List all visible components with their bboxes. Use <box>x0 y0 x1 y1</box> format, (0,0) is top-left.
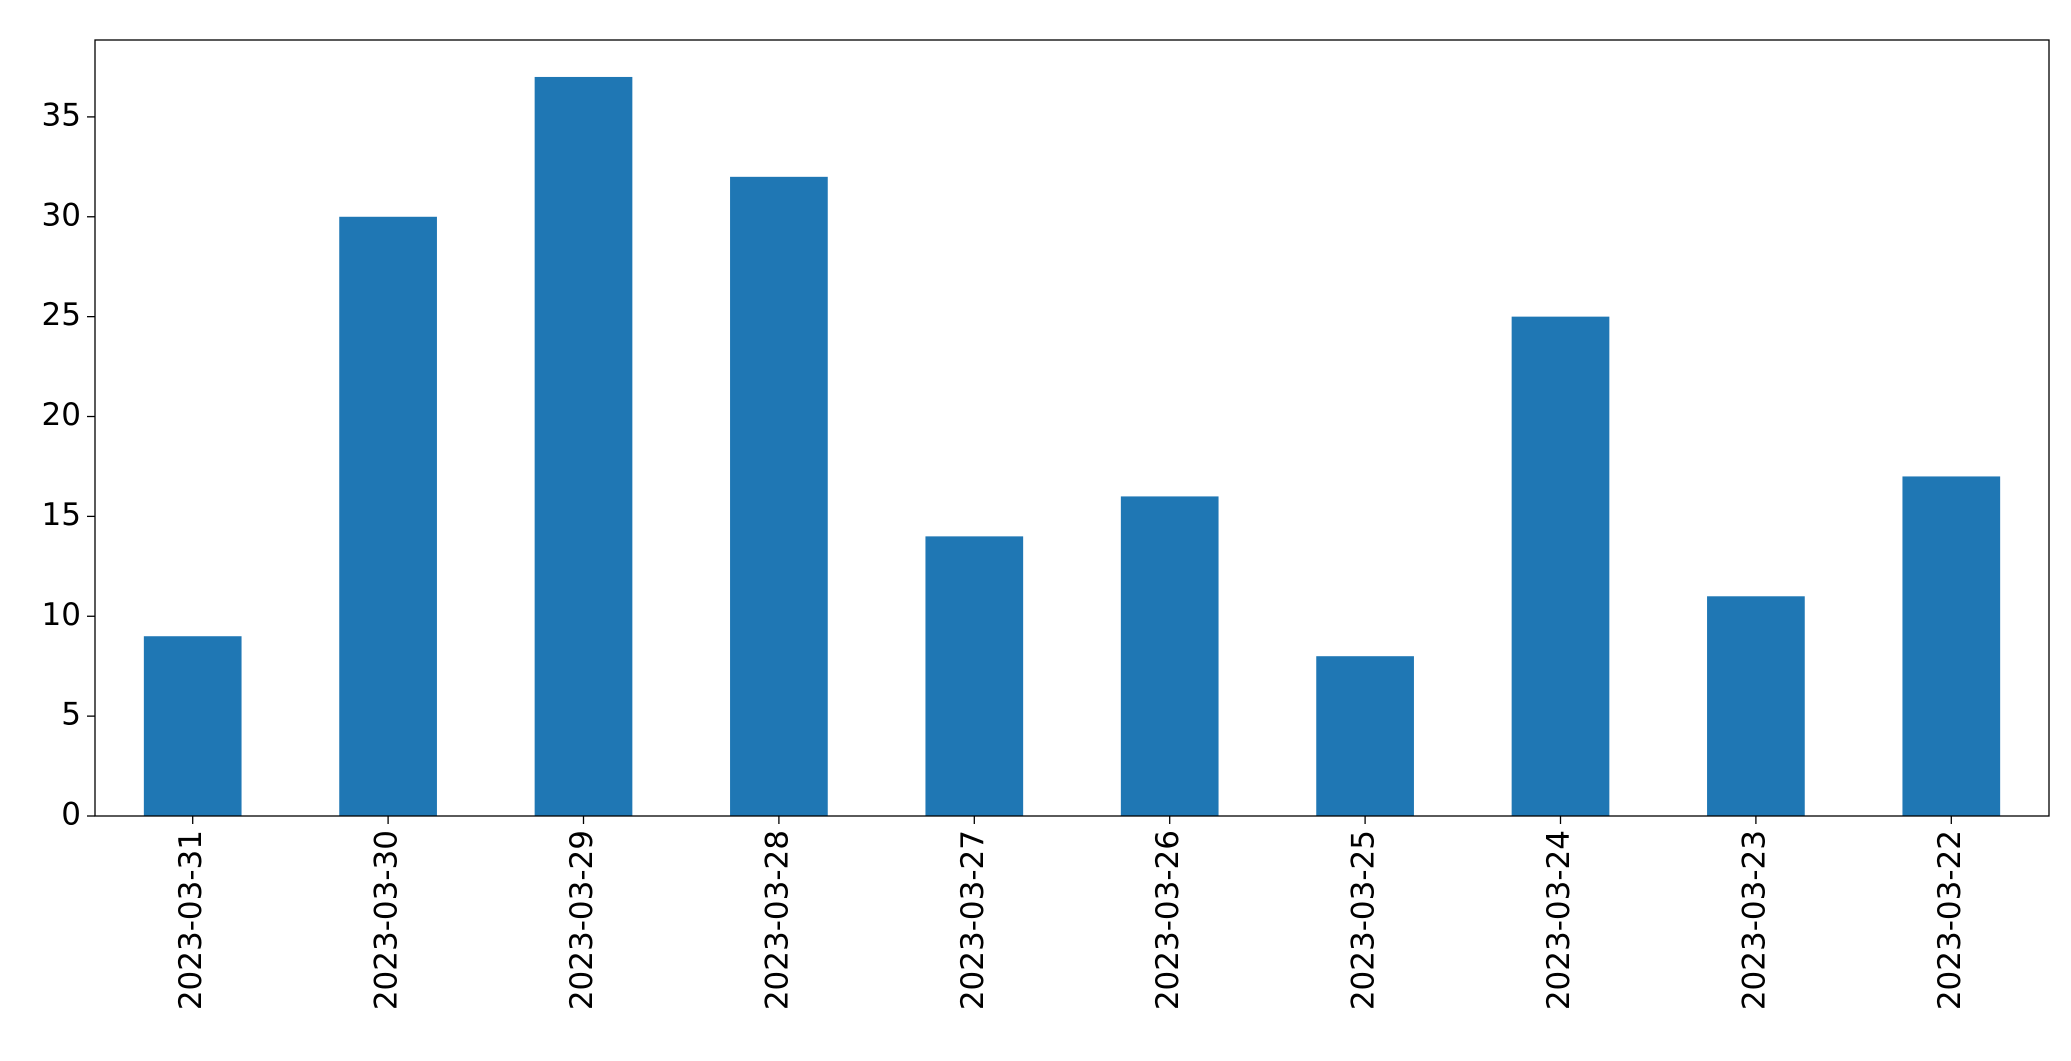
bar <box>143 636 242 816</box>
y-tick-label: 30 <box>42 197 81 233</box>
y-tick-label: 20 <box>42 397 81 433</box>
bar <box>339 216 437 816</box>
x-tick-label: 2023-03-26 <box>1150 830 1186 1010</box>
y-tick-label: 10 <box>42 597 81 633</box>
bar <box>1707 596 1805 816</box>
x-tick-label: 2023-03-27 <box>955 830 991 1010</box>
x-tick-label: 2023-03-31 <box>173 830 209 1010</box>
plot-frame <box>94 39 2050 817</box>
y-tick-label: 0 <box>61 797 81 833</box>
x-tick-label: 2023-03-30 <box>369 830 405 1010</box>
x-tick-label: 2023-03-23 <box>1736 830 1772 1010</box>
bar <box>1511 316 1610 816</box>
x-tick-label: 2023-03-29 <box>564 830 600 1010</box>
x-tick-label: 2023-03-24 <box>1541 830 1577 1010</box>
bar <box>534 76 633 816</box>
y-tick-label: 35 <box>42 97 81 133</box>
bar <box>1120 496 1219 816</box>
y-tick-label: 25 <box>42 297 81 333</box>
bar <box>1316 656 1414 816</box>
y-tick-label: 5 <box>61 697 81 733</box>
x-tick-label: 2023-03-22 <box>1932 830 1968 1010</box>
x-tick-label: 2023-03-28 <box>759 830 795 1010</box>
x-tick-label: 2023-03-25 <box>1346 830 1382 1010</box>
bar <box>1902 476 2001 816</box>
bar <box>730 176 828 817</box>
bar <box>925 536 1024 816</box>
y-tick-label: 15 <box>42 497 81 533</box>
